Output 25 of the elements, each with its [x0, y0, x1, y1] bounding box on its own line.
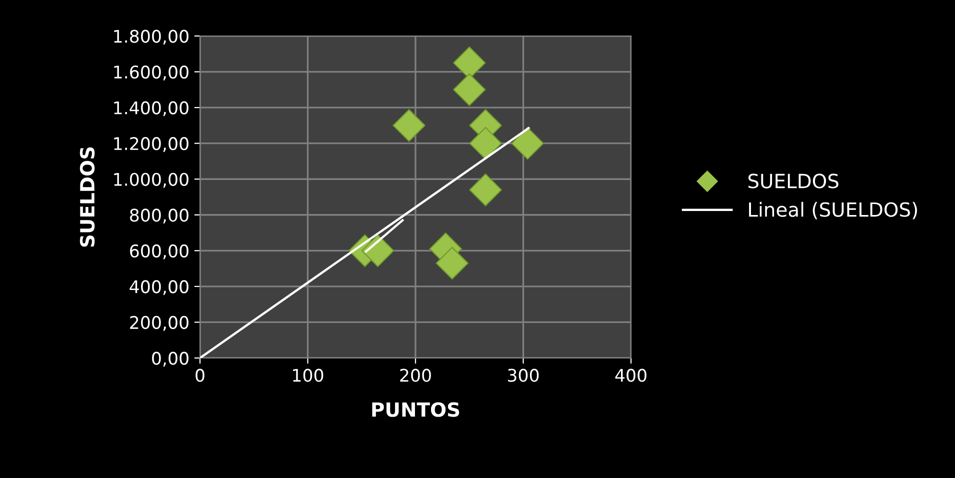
y-tick-label: 0,00 — [152, 352, 188, 367]
y-axis-title: SUELDOS — [80, 147, 95, 247]
point — [436, 246, 469, 280]
y-tick-label: 1.200,00 — [114, 137, 188, 152]
point — [392, 109, 426, 142]
point — [511, 126, 544, 160]
y-tick-label: 1.800,00 — [114, 30, 188, 45]
x-tick-label: 400 — [615, 368, 646, 382]
legend-label: SUELDOS — [748, 174, 838, 188]
y-tick-label: 1.600,00 — [114, 65, 188, 80]
x-tick-label: 200 — [400, 368, 431, 382]
point — [469, 126, 502, 160]
y-tick-label: 1.400,00 — [114, 101, 188, 116]
x-tick-label: 0 — [196, 368, 204, 382]
y-tick-label: 200,00 — [130, 316, 188, 331]
y-tick-label: 1.000,00 — [114, 172, 188, 188]
y-tick-label: 600,00 — [130, 244, 188, 260]
x-axis-title: PUNTOS — [372, 402, 460, 417]
x-tick-label: 300 — [508, 368, 539, 382]
point — [452, 73, 486, 106]
point — [469, 173, 502, 206]
y-tick-label: 400,00 — [130, 280, 188, 296]
legend-label: Lineal (SUELDOS) — [749, 202, 917, 220]
x-tick-label: 100 — [293, 368, 324, 382]
y-tick-label: 800,00 — [130, 208, 188, 224]
